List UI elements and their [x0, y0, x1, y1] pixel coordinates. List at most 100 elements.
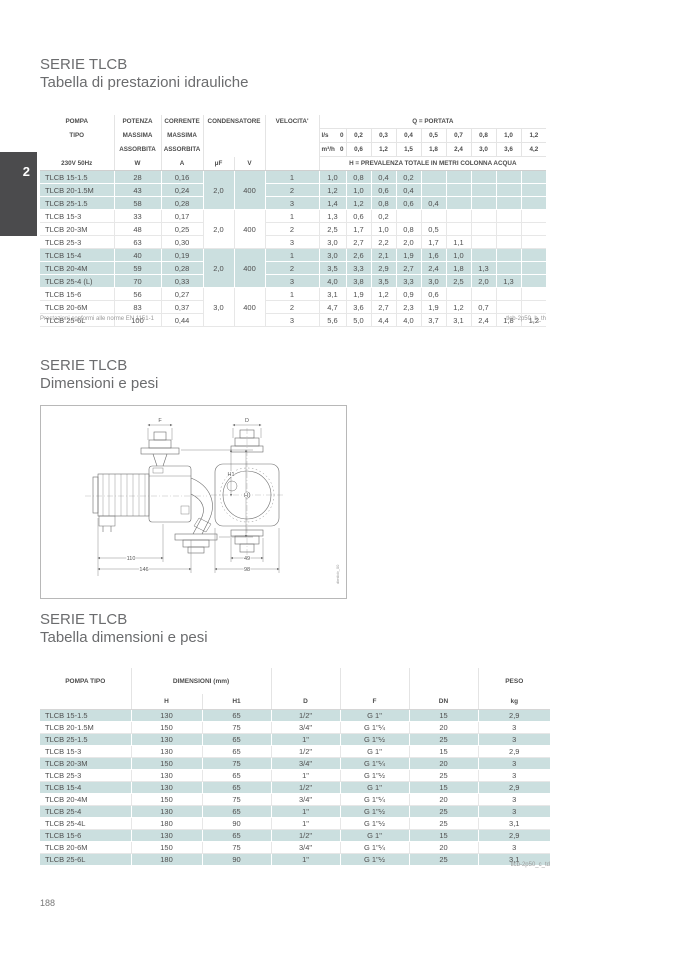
head-value: 2,9: [371, 261, 397, 275]
head-value: 3,1: [319, 287, 347, 301]
flow-ls-value: 0,5: [421, 128, 447, 143]
h-value: 150: [131, 757, 203, 770]
pump-name: TLCB 15-4: [40, 781, 132, 794]
power-value: 58: [114, 196, 162, 210]
capacitor-uf: 2,0: [203, 209, 235, 249]
h1-value: 65: [202, 769, 272, 782]
f-value: G 1": [340, 781, 410, 794]
head-value: 0,2: [371, 209, 397, 223]
series-title: SERIE TLCB: [40, 611, 128, 628]
head-value: 0,6: [421, 287, 447, 301]
speed-value: 3: [265, 274, 320, 288]
section-dim-table-title: SERIE TLCB Tabella dimensioni e pesi: [40, 611, 208, 646]
kg-value: 3: [478, 757, 550, 770]
dim-row: TLCB 25-1.5 130 65 1" G 1"½ 25 3: [40, 733, 550, 746]
h-value: 130: [131, 829, 203, 842]
page-number: 188: [40, 898, 56, 908]
kg-value: 2,9: [478, 745, 550, 758]
head-value: [471, 170, 497, 184]
pump-name: TLCB 15-1.5: [40, 170, 115, 184]
col-header-portata: Q = PORTATA: [319, 115, 547, 129]
series-title: SERIE TLCB: [40, 357, 128, 374]
pump-name: TLCB 25-6L: [40, 853, 132, 866]
head-value: [496, 183, 522, 197]
h-value: 130: [131, 769, 203, 782]
flow-ls-value: 0,3: [371, 128, 397, 143]
head-note: H = PREVALENZA TOTALE IN METRI COLONNA A…: [319, 156, 547, 171]
dim-row: TLCB 20-3M 150 75 3/4" G 1"¼ 20 3: [40, 757, 550, 770]
head-value: 0,8: [371, 196, 397, 210]
head-value: 3,0: [319, 248, 347, 262]
head-value: 3,5: [371, 274, 397, 288]
head-value: 1,4: [319, 196, 347, 210]
head-value: 1,9: [346, 287, 372, 301]
header-spacer: [203, 142, 266, 157]
dim-label-d: D: [245, 418, 249, 424]
f-value: G 1"¼: [340, 757, 410, 770]
header-spacer: [340, 668, 410, 694]
capacitor-v: 400: [234, 170, 266, 210]
f-value: G 1"½: [340, 805, 410, 818]
pump-name: TLCB 15-6: [40, 287, 115, 301]
head-value: [471, 196, 497, 210]
capacitor-uf: 3,0: [203, 287, 235, 327]
dim-row: TLCB 20-6M 150 75 3/4" G 1"¼ 20 3: [40, 841, 550, 854]
flow-m3h-value: 0,6: [346, 142, 372, 157]
dim-row: TLCB 20-1.5M 150 75 3/4" G 1"¼ 20 3: [40, 721, 550, 734]
dim-row: TLCB 25-4L 180 90 1" G 1"½ 25 3,1: [40, 817, 550, 830]
kg-value: 2,9: [478, 781, 550, 794]
head-value: 2,7: [346, 235, 372, 249]
col-header-peso: PESO: [505, 677, 524, 685]
col-header-dimensioni: DIMENSIONI (mm): [131, 668, 272, 694]
head-value: 2,5: [319, 222, 347, 236]
d-value: 1/2": [271, 781, 341, 794]
kg-value: 3: [478, 769, 550, 782]
head-value: 0,4: [371, 170, 397, 184]
current-value: 0,28: [161, 196, 204, 210]
perf-header-row-4: 230V 50Hz W A μF V H = PREVALENZA TOTALE…: [40, 156, 547, 171]
d-value: 1": [271, 817, 341, 830]
head-value: [421, 170, 447, 184]
head-value: 1,9: [396, 248, 422, 262]
h-value: 130: [131, 805, 203, 818]
power-value: 33: [114, 209, 162, 223]
dim-row: TLCB 20-4M 150 75 3/4" G 1"¼ 20 3: [40, 793, 550, 806]
head-value: 0,6: [396, 196, 422, 210]
head-value: [521, 274, 547, 288]
speed-value: 2: [265, 222, 320, 236]
head-value: 4,0: [396, 313, 422, 327]
d-value: 3/4": [271, 793, 341, 806]
h-value: 130: [131, 709, 203, 722]
head-value: 3,6: [346, 300, 372, 314]
dn-value: 25: [409, 817, 479, 830]
chapter-number: 2: [22, 164, 30, 179]
capacitor-v: 400: [234, 209, 266, 249]
f-value: G 1": [340, 709, 410, 722]
dim-row: TLCB 25-6L 180 90 1" G 1"½ 25 3,1: [40, 853, 550, 866]
pump-name: TLCB 25-1.5: [40, 733, 132, 746]
pump-name: TLCB 15-3: [40, 745, 132, 758]
dim-header-row-2: H H1 D F DN kg: [40, 694, 550, 710]
col-unit-v: V: [234, 156, 266, 171]
head-value: 2,4: [421, 261, 447, 275]
head-value: 3,0: [421, 274, 447, 288]
perf-row: TLCB 25-3 63 0,30 3 3,0 2,7 2,2 2,0 1,7 1,1: [40, 235, 547, 249]
power-value: 40: [114, 248, 162, 262]
header-spacer: [40, 694, 132, 710]
head-value: 0,6: [346, 209, 372, 223]
power-value: 56: [114, 287, 162, 301]
header-spacer: [265, 128, 320, 143]
header-spacer: [203, 128, 266, 143]
flow-ls-value: 1,2: [521, 128, 547, 143]
h-value: 150: [131, 793, 203, 806]
head-value: 2,5: [446, 274, 472, 288]
d-value: 3/4": [271, 841, 341, 854]
head-value: 0,5: [421, 222, 447, 236]
dn-value: 20: [409, 793, 479, 806]
perf-row: TLCB 15-6 56 0,27 3,0 400 1 3,1 1,9 1,2 0,9 0,6: [40, 287, 547, 327]
dim-label-h1: H1: [227, 472, 234, 478]
perf-row: TLCB 25-6L 100 0,44 3 5,6 5,0 4,4 4,0 3,7 3,1 2,4 1…: [40, 313, 547, 327]
f-value: G 1"½: [340, 817, 410, 830]
speed-value: 2: [265, 300, 320, 314]
current-value: 0,33: [161, 274, 204, 288]
